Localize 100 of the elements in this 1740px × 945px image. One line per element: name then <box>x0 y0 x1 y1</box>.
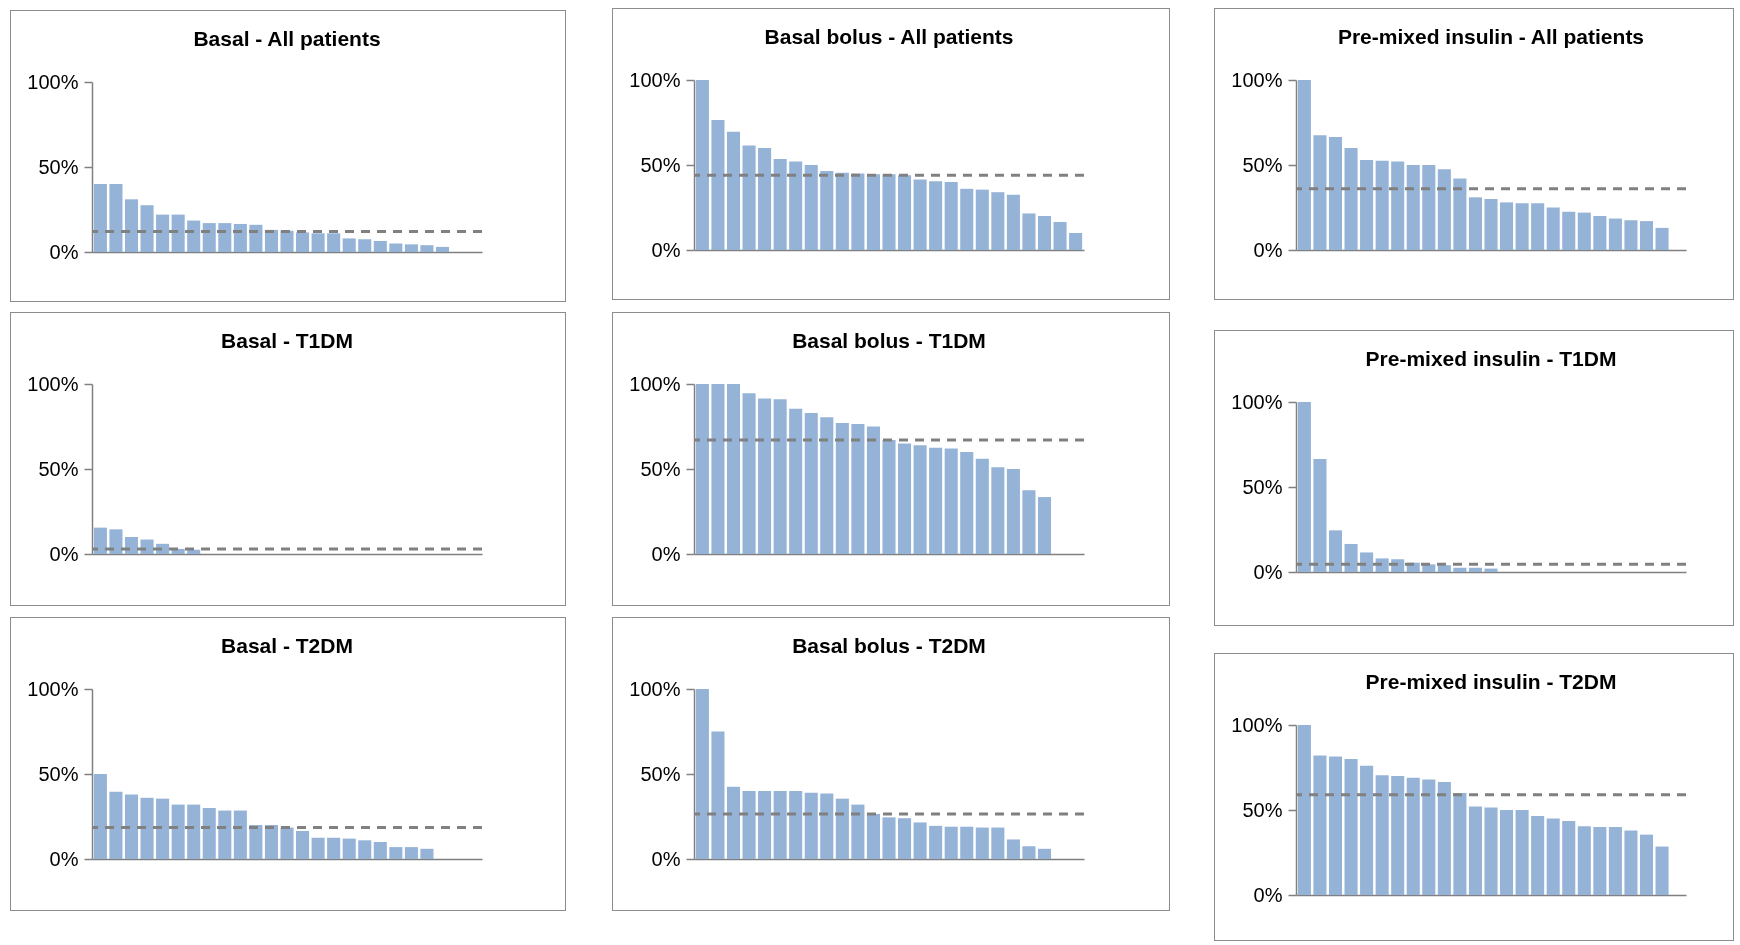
y-tick-label: 100% <box>1231 713 1283 736</box>
bar <box>944 182 958 250</box>
bar <box>1531 203 1545 250</box>
bar <box>929 447 943 554</box>
chart-title: Basal bolus - T1DM <box>792 329 986 352</box>
bar <box>218 810 232 859</box>
y-tick-label: 0% <box>651 238 681 261</box>
bar <box>913 445 927 554</box>
y-tick-label: 50% <box>38 457 79 480</box>
bar <box>1375 160 1389 250</box>
bar <box>742 145 756 250</box>
bar <box>1037 216 1052 250</box>
bar <box>742 791 756 859</box>
y-tick-label: 100% <box>27 372 79 395</box>
bar <box>187 804 201 859</box>
bar <box>1453 178 1467 250</box>
bar <box>280 230 294 252</box>
bar <box>1468 197 1482 250</box>
bar <box>327 233 341 252</box>
bar <box>929 181 943 250</box>
bar <box>1313 135 1327 250</box>
bar <box>1344 148 1358 250</box>
bar <box>358 840 372 859</box>
bar <box>1546 207 1560 250</box>
bar <box>1313 755 1327 895</box>
bar <box>1484 199 1498 250</box>
bar <box>944 448 958 554</box>
bar <box>726 131 741 250</box>
y-tick-label: 0% <box>651 542 681 565</box>
bar <box>109 529 123 554</box>
bar <box>1453 567 1467 572</box>
bar <box>93 774 107 859</box>
bar <box>389 847 403 859</box>
bar <box>311 233 325 252</box>
y-tick-label: 0% <box>651 847 681 870</box>
bar <box>1453 793 1467 895</box>
bar <box>804 165 818 250</box>
y-tick-label: 100% <box>1231 390 1283 413</box>
bar <box>1437 169 1451 250</box>
bar <box>1562 821 1576 895</box>
y-tick-label: 50% <box>1242 798 1283 821</box>
bar <box>866 426 880 554</box>
y-tick-label: 100% <box>629 68 681 91</box>
y-tick-label: 50% <box>38 155 79 178</box>
bar <box>1639 834 1654 895</box>
bar <box>187 549 201 554</box>
bar <box>93 527 107 554</box>
bar <box>960 452 974 554</box>
bar <box>342 838 356 859</box>
bar <box>835 798 849 859</box>
bar <box>851 173 865 250</box>
bar <box>156 214 170 252</box>
y-tick-label: 0% <box>1253 238 1283 261</box>
bar <box>171 804 185 859</box>
y-tick-label: 0% <box>1253 560 1283 583</box>
bar <box>1006 194 1020 250</box>
bar <box>975 827 989 859</box>
bar <box>124 199 139 252</box>
y-tick-label: 50% <box>1242 475 1283 498</box>
bar <box>726 384 741 554</box>
bar <box>991 827 1005 859</box>
bar <box>109 791 123 859</box>
bar <box>1053 221 1067 250</box>
y-tick-label: 0% <box>49 847 79 870</box>
bar <box>1022 846 1036 859</box>
bar <box>404 244 418 252</box>
bar <box>1437 781 1451 895</box>
bar <box>1328 530 1343 572</box>
bar <box>866 174 880 250</box>
chart-title: Basal bolus - T2DM <box>792 634 986 657</box>
bar <box>280 827 294 859</box>
bar <box>373 842 387 859</box>
bar <box>1391 776 1405 895</box>
bar <box>789 408 803 554</box>
bar <box>991 192 1005 250</box>
bar <box>1608 827 1622 895</box>
bar <box>1546 818 1560 895</box>
bar <box>1515 810 1529 895</box>
bar <box>1624 830 1638 895</box>
bar <box>804 412 818 554</box>
bar <box>1022 490 1036 554</box>
bar <box>758 398 772 554</box>
bar <box>1328 136 1343 250</box>
bar <box>773 159 787 250</box>
bar <box>1006 469 1020 554</box>
chart-title: Pre-mixed insulin - All patients <box>1337 25 1645 48</box>
bar <box>711 119 725 250</box>
bar <box>898 443 912 554</box>
bar <box>1422 165 1436 250</box>
bar <box>202 223 216 252</box>
bar <box>851 423 865 554</box>
bar <box>93 184 107 252</box>
chart-title: Basal - All patients <box>193 27 381 50</box>
y-tick-label: 0% <box>49 240 79 263</box>
bar <box>1484 568 1498 572</box>
bar <box>835 423 849 554</box>
bar <box>327 837 341 859</box>
bar <box>1624 220 1638 250</box>
bar <box>296 232 310 252</box>
y-tick-label: 100% <box>629 372 681 395</box>
